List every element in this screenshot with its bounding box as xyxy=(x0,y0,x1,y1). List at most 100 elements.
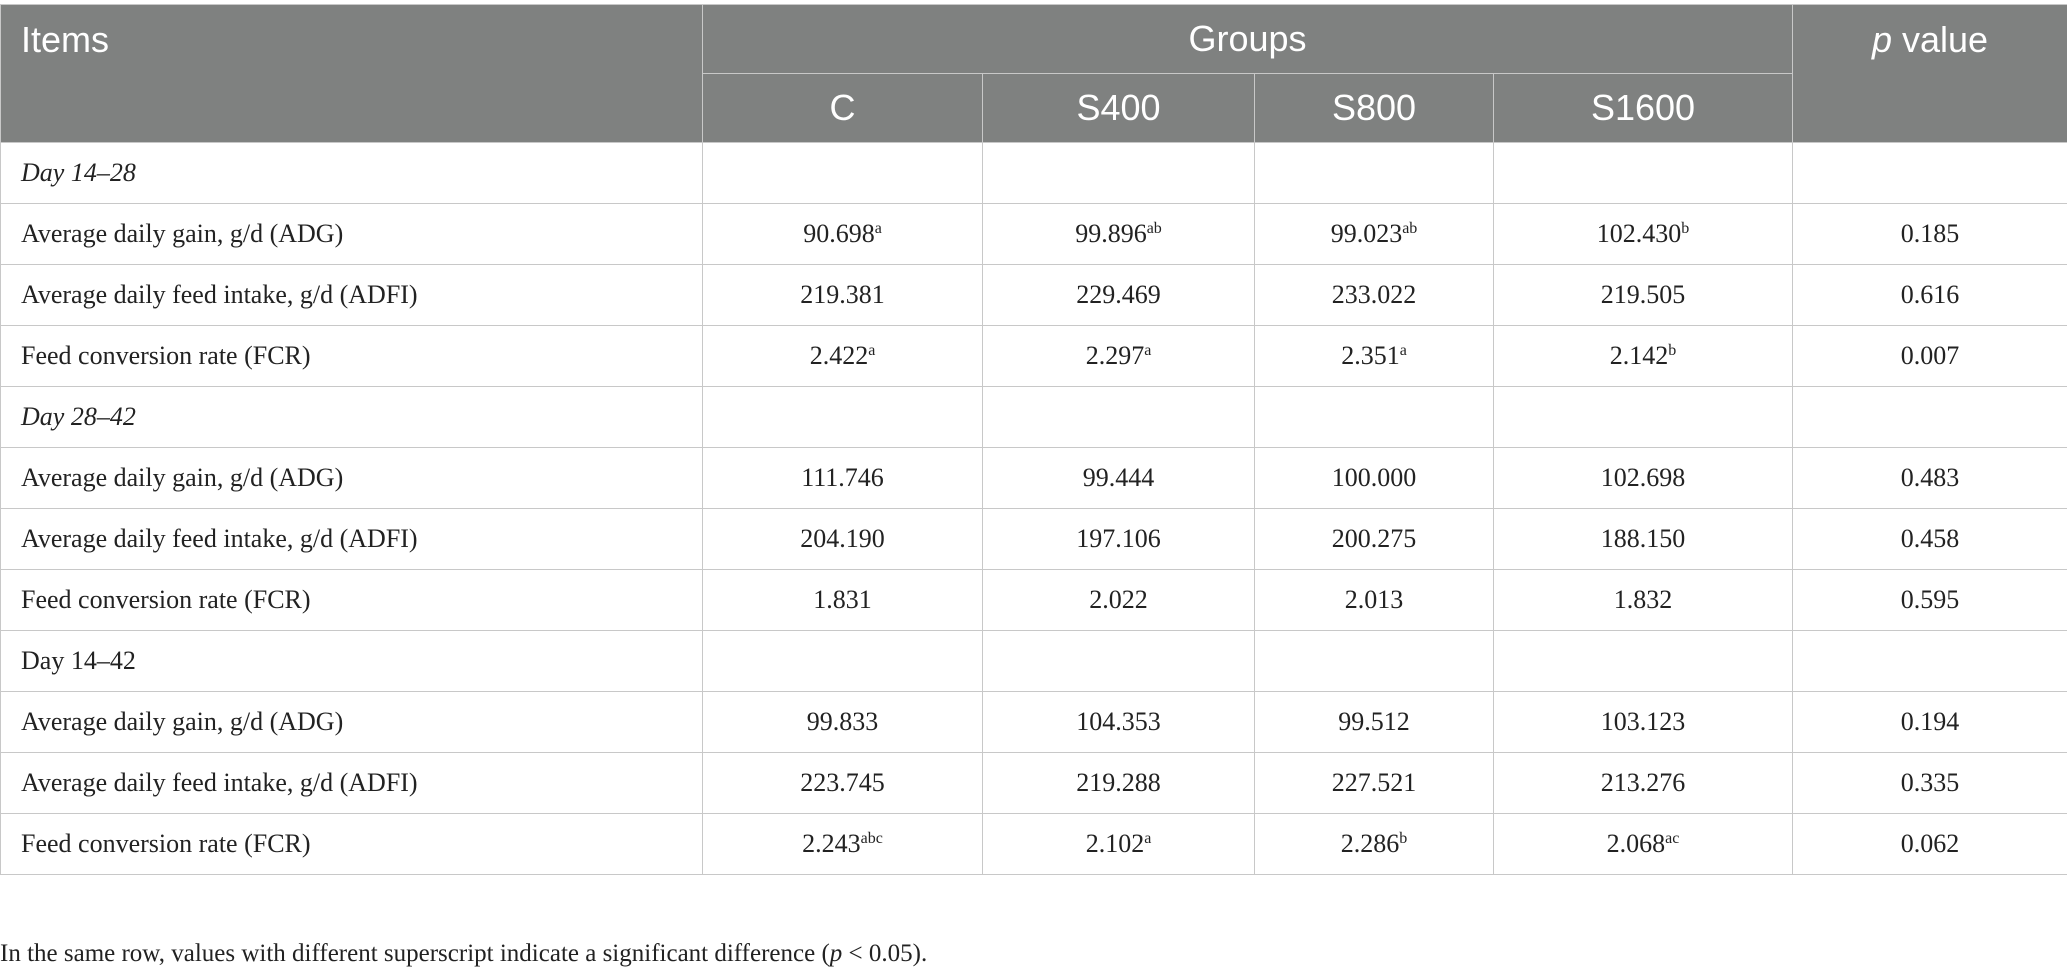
value-cell: 227.521 xyxy=(1254,752,1494,814)
p-value-cell xyxy=(1792,630,2067,692)
significance-superscript: b xyxy=(1668,342,1677,359)
value-cell: 2.142b xyxy=(1493,325,1793,387)
row-label: Average daily gain, g/d (ADG) xyxy=(0,691,703,753)
value-number: 200.275 xyxy=(1331,524,1417,553)
value-cell: 104.353 xyxy=(982,691,1255,753)
value-number: 1.831 xyxy=(813,585,872,614)
significance-superscript: abc xyxy=(860,830,883,847)
p-value-cell: 0.194 xyxy=(1792,691,2067,753)
value-number: 90.698 xyxy=(803,219,875,248)
value-cell: 99.833 xyxy=(702,691,983,753)
row-label: Average daily feed intake, g/d (ADFI) xyxy=(0,508,703,570)
value-cell: 99.512 xyxy=(1254,691,1494,753)
p-value-cell: 0.458 xyxy=(1792,508,2067,570)
value-cell: 111.746 xyxy=(702,447,983,509)
p-value-cell: 0.335 xyxy=(1792,752,2067,814)
p-symbol: p xyxy=(1871,19,1892,60)
section-label: Day 14–42 xyxy=(0,630,703,692)
value-number: 100.000 xyxy=(1331,463,1417,492)
footnote-p-symbol: p xyxy=(829,940,843,967)
value-cell xyxy=(702,630,983,692)
value-cell: 2.013 xyxy=(1254,569,1494,631)
value-cell xyxy=(982,630,1255,692)
value-cell: 2.297a xyxy=(982,325,1255,387)
group-header-c: C xyxy=(702,73,983,143)
value-cell xyxy=(1254,142,1494,204)
table-footnote: In the same row, values with different s… xyxy=(0,940,927,968)
value-cell: 219.381 xyxy=(702,264,983,326)
group-header-s400: S400 xyxy=(982,73,1255,143)
footnote-text-end: < 0.05). xyxy=(842,940,928,967)
value-cell xyxy=(1493,386,1793,448)
significance-superscript: a xyxy=(1144,830,1152,847)
table-row: Average daily feed intake, g/d (ADFI) 223… xyxy=(0,752,2067,814)
value-number: 111.746 xyxy=(801,463,884,492)
value-cell: 2.351a xyxy=(1254,325,1494,387)
table-body: Day 14–28 Average daily gain, g/d (ADG) 90… xyxy=(0,142,2067,875)
value-number: 99.896 xyxy=(1075,219,1147,248)
value-cell xyxy=(1254,386,1494,448)
value-cell: 197.106 xyxy=(982,508,1255,570)
p-value-cell: 0.007 xyxy=(1792,325,2067,387)
p-value-cell: 0.616 xyxy=(1792,264,2067,326)
value-number: 188.150 xyxy=(1600,524,1686,553)
value-cell: 2.102a xyxy=(982,813,1255,875)
row-label: Average daily feed intake, g/d (ADFI) xyxy=(0,752,703,814)
value-cell: 1.832 xyxy=(1493,569,1793,631)
value-cell: 2.022 xyxy=(982,569,1255,631)
value-number: 2.013 xyxy=(1344,585,1404,614)
value-number: 197.106 xyxy=(1076,524,1161,553)
significance-superscript: b xyxy=(1681,220,1690,237)
significance-superscript: a xyxy=(1399,342,1407,359)
groups-column-header: Groups xyxy=(702,4,1793,74)
value-cell: 99.444 xyxy=(982,447,1255,509)
value-number: 104.353 xyxy=(1076,707,1161,736)
value-cell: 219.505 xyxy=(1493,264,1793,326)
significance-superscript: b xyxy=(1399,830,1408,847)
significance-superscript: a xyxy=(874,220,882,237)
row-label: Feed conversion rate (FCR) xyxy=(0,813,703,875)
value-number: 219.505 xyxy=(1600,280,1686,309)
value-cell: 229.469 xyxy=(982,264,1255,326)
table-row: Feed conversion rate (FCR) 1.831 2.022 2.01… xyxy=(0,569,2067,631)
value-number: 2.022 xyxy=(1089,585,1148,614)
table-row: Average daily feed intake, g/d (ADFI) 219… xyxy=(0,264,2067,326)
significance-superscript: ac xyxy=(1665,830,1680,847)
value-cell: 99.023ab xyxy=(1254,203,1494,265)
value-number: 219.381 xyxy=(800,280,885,309)
significance-superscript: ab xyxy=(1146,220,1162,237)
section-label: Day 28–42 xyxy=(0,386,703,448)
row-label: Feed conversion rate (FCR) xyxy=(0,325,703,387)
group-header-s800: S800 xyxy=(1254,73,1494,143)
row-label: Average daily gain, g/d (ADG) xyxy=(0,447,703,509)
value-number: 213.276 xyxy=(1600,768,1686,797)
value-number: 2.102 xyxy=(1085,829,1145,858)
value-cell: 100.000 xyxy=(1254,447,1494,509)
value-number: 102.430 xyxy=(1596,219,1682,248)
value-number: 99.833 xyxy=(806,707,879,736)
significance-superscript: a xyxy=(1144,342,1152,359)
value-cell: 2.068ac xyxy=(1493,813,1793,875)
value-cell xyxy=(982,142,1255,204)
row-label: Average daily feed intake, g/d (ADFI) xyxy=(0,264,703,326)
value-number: 227.521 xyxy=(1331,768,1417,797)
performance-table: Items Groups p value C S400 S800 S1600 D… xyxy=(0,4,2067,875)
p-value-column-header: p value xyxy=(1792,4,2067,143)
section-row: Day 28–42 xyxy=(0,386,2067,448)
value-number: 103.123 xyxy=(1600,707,1686,736)
value-cell: 200.275 xyxy=(1254,508,1494,570)
value-number: 233.022 xyxy=(1331,280,1417,309)
results-table-container: Items Groups p value C S400 S800 S1600 D… xyxy=(0,4,2067,875)
value-number: 2.351 xyxy=(1341,341,1400,370)
p-value-suffix: value xyxy=(1891,19,1989,60)
section-row: Day 14–28 xyxy=(0,142,2067,204)
value-number: 2.286 xyxy=(1340,829,1400,858)
value-cell: 99.896ab xyxy=(982,203,1255,265)
items-column-header: Items xyxy=(0,4,703,143)
value-cell xyxy=(1493,142,1793,204)
value-number: 99.512 xyxy=(1338,707,1410,736)
value-cell xyxy=(1254,630,1494,692)
table-row: Feed conversion rate (FCR) 2.243abc 2.102a… xyxy=(0,813,2067,875)
value-cell: 102.698 xyxy=(1493,447,1793,509)
value-cell: 102.430b xyxy=(1493,203,1793,265)
